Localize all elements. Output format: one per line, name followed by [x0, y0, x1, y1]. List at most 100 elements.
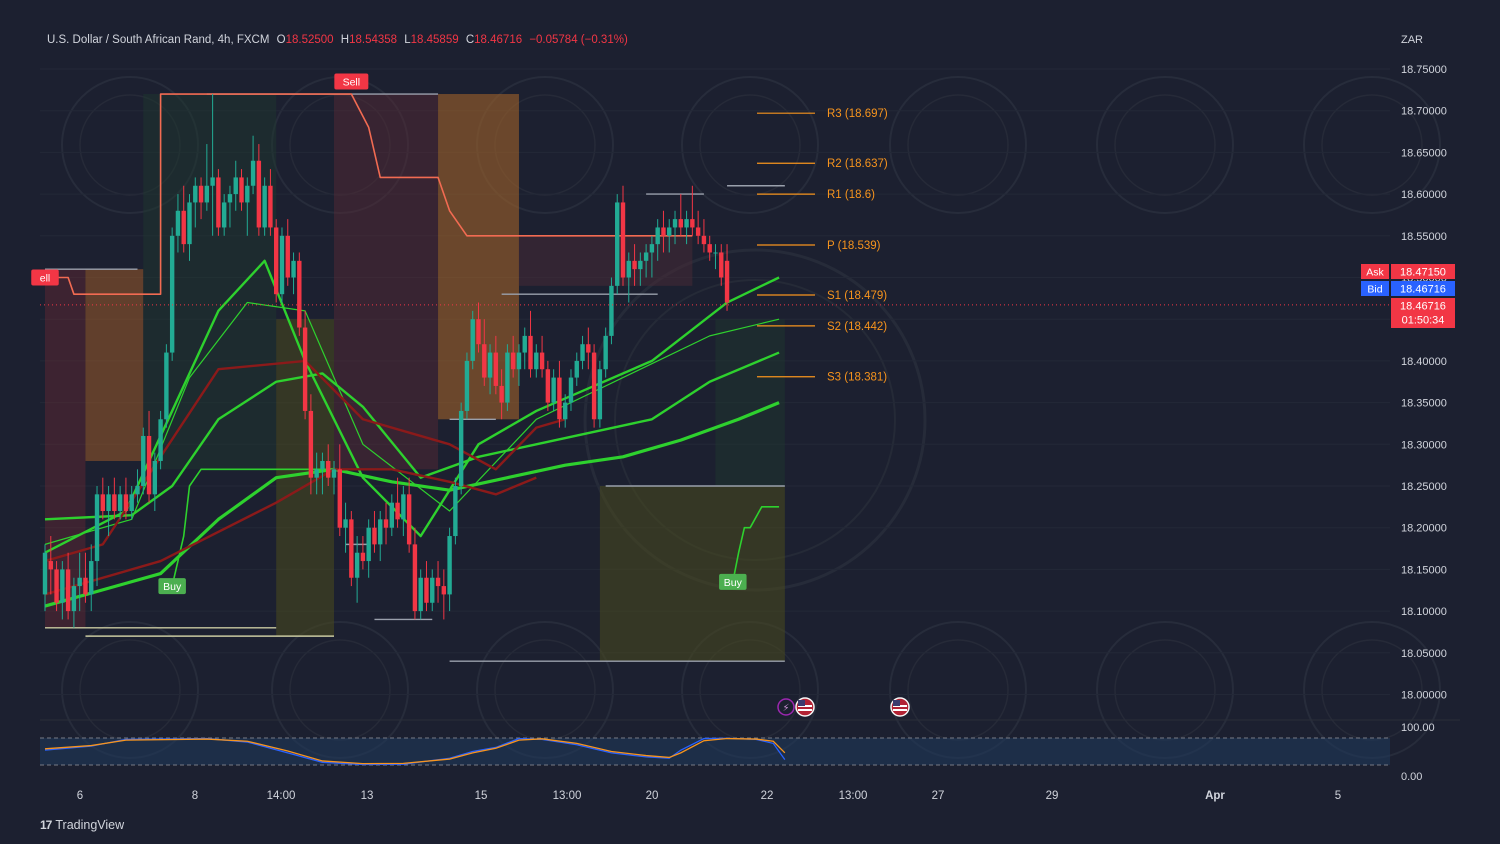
price-tick: 18.20000 — [1401, 523, 1447, 535]
price-axis[interactable]: 18.75000 18.70000 18.65000 18.60000 18.55000… — [1401, 64, 1447, 702]
buy-stop-line — [732, 506, 780, 583]
price-tick: 18.75000 — [1401, 64, 1447, 76]
time-tick: 6 — [77, 790, 83, 802]
candle-body — [672, 219, 678, 228]
price-tick: 18.30000 — [1401, 439, 1447, 451]
pivot-label: R3 (18.697) — [827, 108, 888, 120]
candle-body — [193, 185, 198, 203]
candle-body — [291, 260, 296, 278]
signal-label: ell — [40, 273, 51, 285]
candle-body — [534, 352, 539, 370]
candle-body — [719, 252, 724, 278]
candle-body — [274, 227, 279, 295]
moving-average-line — [44, 468, 537, 596]
candle-body — [146, 435, 152, 495]
candle-body — [48, 561, 53, 570]
candle-body — [458, 410, 464, 486]
symbol-title[interactable]: U.S. Dollar / South African Rand, 4h, FX… — [47, 34, 270, 46]
open-value: 18.52500 — [285, 34, 334, 46]
candle-body — [233, 177, 238, 195]
watermark-circle — [1321, 94, 1423, 196]
watermark-circle — [79, 94, 181, 196]
us-flag-icon — [795, 697, 815, 717]
us-flag-icon — [890, 697, 910, 717]
grid-layer — [40, 68, 1390, 695]
candle-body — [551, 377, 556, 403]
candle-body — [135, 486, 140, 495]
candle-body — [117, 494, 123, 512]
time-axis[interactable]: 6 8 14:00 13 15 13:00 20 22 13:00 27 29 Apr 5 — [77, 790, 1341, 802]
candle-body — [337, 469, 342, 528]
candle-body — [152, 460, 158, 495]
candle-body — [516, 352, 522, 370]
event-icons[interactable]: ⚡ — [777, 697, 910, 717]
candle-body — [632, 260, 637, 270]
pivot-label: R2 (18.637) — [827, 158, 888, 170]
candle-body — [499, 385, 504, 403]
time-tick: Apr — [1205, 790, 1225, 802]
candle-body — [701, 235, 707, 245]
us-flag-stripe — [893, 709, 907, 711]
zone-bullish — [715, 319, 785, 486]
candle-body — [366, 527, 371, 562]
candle-body — [378, 519, 383, 545]
candle-body — [678, 219, 683, 228]
high-label: H — [340, 34, 350, 46]
sell-signal — [31, 269, 59, 286]
candle-body — [123, 494, 129, 512]
candle-body — [487, 352, 493, 378]
price-tick: 18.65000 — [1401, 147, 1447, 159]
sell-stop-line — [45, 93, 693, 295]
time-tick: 13:00 — [839, 790, 868, 802]
candle-body — [412, 544, 418, 612]
candle-body — [129, 494, 134, 512]
candle-body — [591, 352, 597, 420]
candle-body — [557, 377, 562, 420]
watermark-circle — [889, 76, 1027, 214]
oscillator-band — [40, 738, 1390, 765]
buy-signal — [719, 573, 747, 590]
currency-label: ZAR — [1401, 34, 1423, 46]
candle-body — [470, 319, 475, 361]
change-value: −0.05784 (−0.31%) — [529, 34, 628, 46]
candle-body — [297, 260, 302, 328]
signal-label: Sell — [343, 77, 361, 89]
candle-body — [505, 352, 510, 403]
watermark-circle — [1114, 94, 1216, 196]
us-flag-canton — [798, 700, 805, 706]
candle-body — [667, 227, 672, 236]
candles-layer — [40, 94, 1390, 628]
candle-body — [331, 469, 337, 478]
candle-body — [684, 219, 689, 228]
candle-body — [510, 352, 516, 370]
candle-body — [528, 335, 533, 370]
candle-body — [187, 202, 192, 245]
zone-bullish — [599, 486, 785, 662]
pivot-label: S3 (18.381) — [827, 372, 887, 384]
candle-body — [620, 202, 626, 278]
candle-body — [42, 552, 48, 595]
zone-bullish — [143, 94, 277, 470]
candle-body — [302, 327, 308, 411]
candle-body — [482, 344, 487, 378]
pivot-label: S2 (18.442) — [827, 321, 887, 333]
lightning-icon-circle — [777, 698, 795, 716]
watermark-circle — [1303, 76, 1441, 214]
watermark-circle — [1096, 76, 1234, 214]
open-label: O — [276, 34, 286, 46]
close-value: 18.46716 — [474, 34, 523, 46]
candle-body — [65, 569, 71, 612]
oscillator-line — [44, 737, 786, 765]
buy-stop-line — [171, 468, 334, 587]
us-flag-canton — [893, 700, 900, 706]
oscillator-pane: 100.00 0.00 — [40, 719, 1460, 783]
tradingview-logo[interactable]: 17 TradingView — [40, 818, 124, 832]
price-tick: 18.15000 — [1401, 564, 1447, 576]
quote-labels: Ask 18.47150 Bid 18.46716 18.46716 01:50:34 — [1361, 264, 1455, 328]
bid-tag — [1361, 281, 1389, 296]
candle-body — [343, 519, 348, 528]
lightning-glyph: ⚡ — [782, 703, 789, 714]
candle-body — [77, 577, 82, 587]
candle-body — [539, 352, 545, 370]
